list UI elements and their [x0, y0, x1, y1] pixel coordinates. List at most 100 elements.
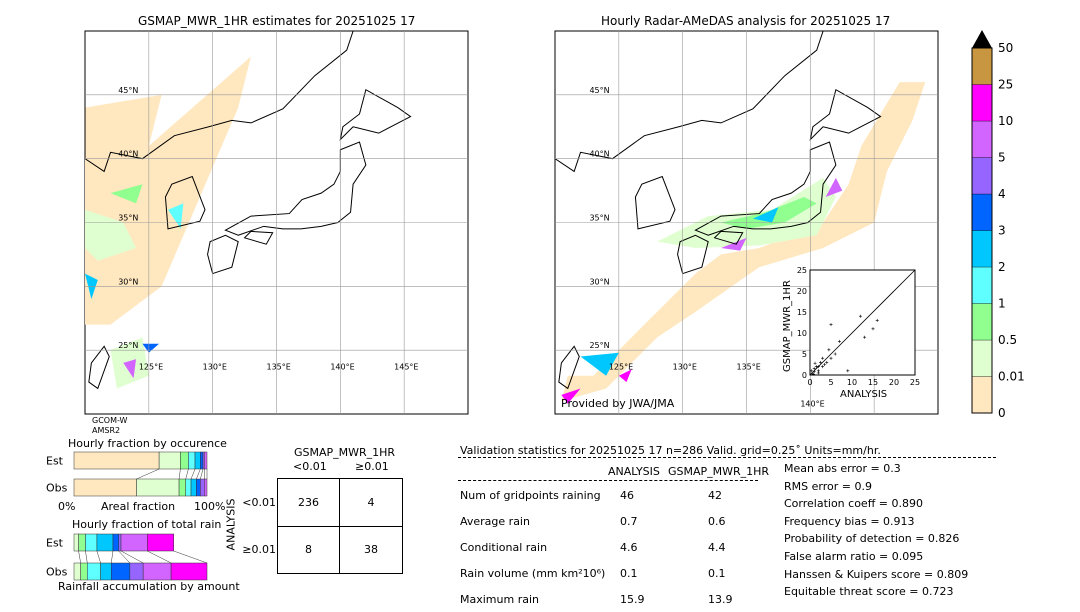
- lon-tick-label: 135°E: [267, 362, 291, 371]
- fraction-segment: [100, 562, 112, 581]
- scatter-point: [812, 367, 816, 371]
- connector-line: [120, 550, 144, 564]
- lon-tick-label: 135°E: [737, 362, 761, 371]
- ct-col1: ≥0.01: [355, 460, 389, 473]
- fraction-segment: [85, 533, 98, 552]
- coastline: [558, 345, 580, 390]
- stats-cell: Average rain: [460, 515, 530, 528]
- ct-title: GSMAP_MWR_1HR: [294, 446, 396, 459]
- fraction-segment: [73, 451, 160, 470]
- y-tick-label: 0: [802, 371, 807, 380]
- fraction-segment: [194, 451, 201, 470]
- colorbar-label: 50: [998, 41, 1013, 55]
- connector-line: [178, 468, 181, 480]
- fraction-segment: [170, 562, 208, 581]
- ct-cell: 8: [305, 543, 312, 556]
- ct-cell: 38: [364, 543, 378, 556]
- ct-row1: ≥0.01: [242, 543, 276, 556]
- occ-title: Hourly fraction by occurence: [68, 437, 227, 450]
- rain-area: [618, 369, 632, 383]
- coastline: [224, 141, 367, 236]
- lon-tick-label: 125°E: [139, 362, 163, 371]
- scatter-point: [863, 335, 867, 339]
- coastline: [164, 175, 206, 230]
- fraction-segment: [120, 533, 148, 552]
- lon-tick-label: 130°E: [673, 362, 697, 371]
- fraction-segment: [73, 478, 137, 497]
- scatter-point: [833, 352, 837, 356]
- coastline: [243, 230, 274, 245]
- rain-xlabel: Rainfall accumulation by amount: [58, 580, 240, 593]
- fraction-segment: [73, 533, 79, 552]
- score-line: Hanssen & Kuipers score = 0.809: [784, 567, 969, 581]
- fraction-segment: [142, 562, 172, 581]
- score-line: Probability of detection = 0.826: [784, 532, 960, 546]
- colorbar-segment: [971, 230, 993, 268]
- scatter-point: [858, 314, 862, 318]
- fraction-segment: [80, 562, 88, 581]
- fraction-segment: [200, 451, 204, 470]
- scatter-point: [871, 327, 875, 331]
- y-tick-label: 15: [797, 308, 807, 317]
- coastline: [554, 30, 824, 173]
- coastline: [713, 230, 744, 245]
- scatter-point: [821, 356, 825, 360]
- stats-cell: 0.7: [620, 515, 638, 528]
- colorbar: 0 0.01 0.5 1 2 3 4 5 10 25 50: [971, 30, 1025, 420]
- connector-line: [185, 468, 189, 480]
- scatter-point: [875, 318, 879, 322]
- ct-cell: 4: [367, 496, 375, 509]
- colorbar-segment: [971, 376, 993, 414]
- fraction-segment: [147, 533, 174, 552]
- scatter-point: [827, 348, 831, 352]
- occ-x0: 0%: [58, 500, 76, 513]
- scatter-point: [829, 356, 833, 360]
- colorbar-label: 0.01: [998, 370, 1025, 384]
- colorbar-segment: [971, 303, 993, 341]
- connector-line: [85, 550, 88, 564]
- stats-cell: Conditional rain: [460, 541, 548, 554]
- connector-line: [147, 550, 172, 564]
- x-tick-label: 15: [868, 378, 878, 387]
- coastline: [84, 30, 354, 173]
- x-tick-label: 5: [828, 378, 833, 387]
- colorbar-segment: [971, 266, 993, 304]
- satellite-label: GCOM-W AMSR2: [92, 416, 128, 435]
- map1-title: GSMAP_MWR_1HR estimates for 20251025 17: [138, 14, 416, 28]
- lat-tick-label: 25°N: [589, 341, 609, 350]
- ct-row0: <0.01: [242, 496, 276, 509]
- lat-tick-label: 40°N: [118, 150, 138, 159]
- ct-cell: 236: [298, 496, 319, 509]
- colorbar-label: 10: [998, 114, 1013, 128]
- stats-col0: ANALYSIS: [608, 465, 660, 478]
- rain-area: [561, 82, 926, 402]
- y-tick-label: 25: [797, 266, 807, 275]
- lat-tick-label: 35°N: [589, 214, 609, 223]
- colorbar-label: 2: [998, 260, 1006, 274]
- coastline: [677, 234, 709, 275]
- one-to-one-line: [809, 269, 916, 376]
- rain-area: [720, 237, 747, 251]
- scatter-point: [837, 339, 841, 343]
- colorbar-segment: [971, 157, 993, 195]
- colorbar-segment: [971, 193, 993, 231]
- rain-area: [752, 207, 779, 223]
- rain-area: [825, 177, 843, 197]
- stats-cell: Rain volume (mm km²10⁶): [460, 567, 606, 580]
- score-line: Mean abs error = 0.3: [784, 462, 901, 475]
- colorbar-label: 0: [998, 406, 1006, 420]
- scatter-inset: 00 5 5 10 10 15 15 20 20 25 25 ANALYSIS GSMAP_MWR_1H…: [782, 266, 920, 400]
- fraction-segment: [118, 533, 122, 552]
- fraction-segment: [73, 562, 81, 581]
- fraction-segment: [185, 478, 192, 497]
- rain-fraction-bars: Est Obs: [46, 533, 208, 581]
- scatter-point: [816, 365, 820, 369]
- coastline: [207, 234, 239, 275]
- row-label: Est: [46, 537, 64, 550]
- y-tick-label: 5: [802, 350, 807, 359]
- connector-line: [200, 468, 204, 480]
- fraction-segment: [87, 562, 101, 581]
- score-line: RMS error = 0.9: [784, 479, 872, 493]
- lat-tick-label: 45°N: [589, 86, 609, 95]
- connector-line: [110, 550, 114, 564]
